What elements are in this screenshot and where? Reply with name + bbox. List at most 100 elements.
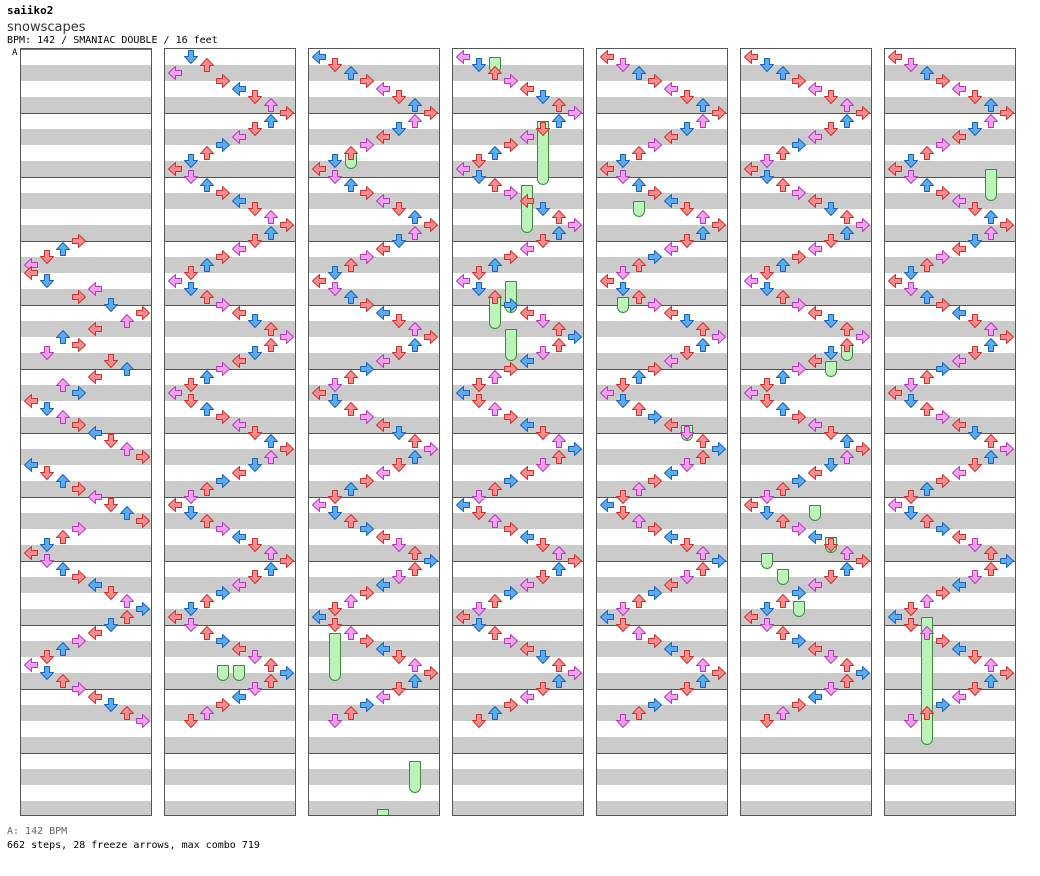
measure-divider <box>885 113 1015 114</box>
up-arrow-icon <box>488 66 502 80</box>
right-arrow-icon <box>280 554 294 568</box>
down-arrow-icon <box>248 426 262 440</box>
measure-divider <box>309 497 439 498</box>
down-arrow-icon <box>968 202 982 216</box>
measure-divider <box>597 305 727 306</box>
up-arrow-icon <box>120 314 134 328</box>
down-arrow-icon <box>184 714 198 728</box>
down-arrow-icon <box>328 506 342 520</box>
left-arrow-icon <box>808 578 822 592</box>
measure-divider <box>309 241 439 242</box>
down-arrow-icon <box>104 498 118 512</box>
down-arrow-icon <box>248 122 262 136</box>
up-arrow-icon <box>552 562 566 576</box>
left-arrow-icon <box>456 162 470 176</box>
measure-divider <box>453 177 583 178</box>
up-arrow-icon <box>56 642 70 656</box>
right-arrow-icon <box>72 290 86 304</box>
left-arrow-icon <box>312 386 326 400</box>
left-arrow-icon <box>808 306 822 320</box>
down-arrow-icon <box>616 378 630 392</box>
measure-divider <box>453 305 583 306</box>
right-arrow-icon <box>216 138 230 152</box>
down-arrow-icon <box>392 90 406 104</box>
down-arrow-icon <box>968 314 982 328</box>
left-arrow-icon <box>232 82 246 96</box>
down-arrow-icon <box>760 618 774 632</box>
up-arrow-icon <box>552 322 566 336</box>
measure-divider <box>309 689 439 690</box>
measure-divider <box>885 433 1015 434</box>
left-arrow-icon <box>952 354 966 368</box>
right-arrow-icon <box>648 586 662 600</box>
measure-divider <box>165 369 295 370</box>
right-arrow-icon <box>280 106 294 120</box>
down-arrow-icon <box>536 458 550 472</box>
left-arrow-icon <box>808 418 822 432</box>
left-arrow-icon <box>600 498 614 512</box>
down-arrow-icon <box>248 314 262 328</box>
left-arrow-icon <box>520 578 534 592</box>
left-arrow-icon <box>600 50 614 64</box>
left-arrow-icon <box>168 610 182 624</box>
right-arrow-icon <box>72 234 86 248</box>
right-arrow-icon <box>792 698 806 712</box>
down-arrow-icon <box>472 714 486 728</box>
down-arrow-icon <box>328 154 342 168</box>
left-arrow-icon <box>808 354 822 368</box>
measure-divider <box>21 177 151 178</box>
left-arrow-icon <box>232 466 246 480</box>
left-arrow-icon <box>232 690 246 704</box>
up-arrow-icon <box>696 450 710 464</box>
up-arrow-icon <box>344 706 358 720</box>
bpm-change-line <box>21 49 151 50</box>
right-arrow-icon <box>936 474 950 488</box>
down-arrow-icon <box>536 234 550 248</box>
down-arrow-icon <box>824 458 838 472</box>
measure-divider <box>453 241 583 242</box>
freeze-arrow <box>985 169 997 201</box>
up-arrow-icon <box>408 450 422 464</box>
right-arrow-icon <box>1000 106 1014 120</box>
down-arrow-icon <box>760 602 774 616</box>
down-arrow-icon <box>184 506 198 520</box>
up-arrow-icon <box>840 226 854 240</box>
down-arrow-icon <box>680 202 694 216</box>
measure-divider <box>309 305 439 306</box>
down-arrow-icon <box>760 506 774 520</box>
measure-divider <box>453 113 583 114</box>
right-arrow-icon <box>792 74 806 88</box>
up-arrow-icon <box>840 674 854 688</box>
right-arrow-icon <box>424 330 438 344</box>
up-arrow-icon <box>632 258 646 272</box>
right-arrow-icon <box>360 474 374 488</box>
down-arrow-icon <box>616 170 630 184</box>
chart-column-1 <box>20 48 152 816</box>
down-arrow-icon <box>616 282 630 296</box>
down-arrow-icon <box>104 354 118 368</box>
left-arrow-icon <box>168 162 182 176</box>
left-arrow-icon <box>376 690 390 704</box>
right-arrow-icon <box>792 522 806 536</box>
left-arrow-icon <box>456 610 470 624</box>
up-arrow-icon <box>408 546 422 560</box>
right-arrow-icon <box>216 634 230 648</box>
right-arrow-icon <box>712 106 726 120</box>
right-arrow-icon <box>216 74 230 88</box>
down-arrow-icon <box>536 202 550 216</box>
down-arrow-icon <box>472 394 486 408</box>
left-arrow-icon <box>664 642 678 656</box>
up-arrow-icon <box>840 338 854 352</box>
up-arrow-icon <box>920 706 934 720</box>
up-arrow-icon <box>120 362 134 376</box>
down-arrow-icon <box>472 490 486 504</box>
left-arrow-icon <box>88 626 102 640</box>
down-arrow-icon <box>760 154 774 168</box>
down-arrow-icon <box>968 346 982 360</box>
up-arrow-icon <box>984 546 998 560</box>
up-arrow-icon <box>776 706 790 720</box>
up-arrow-icon <box>56 530 70 544</box>
right-arrow-icon <box>72 386 86 400</box>
measure-divider <box>21 433 151 434</box>
up-arrow-icon <box>264 674 278 688</box>
